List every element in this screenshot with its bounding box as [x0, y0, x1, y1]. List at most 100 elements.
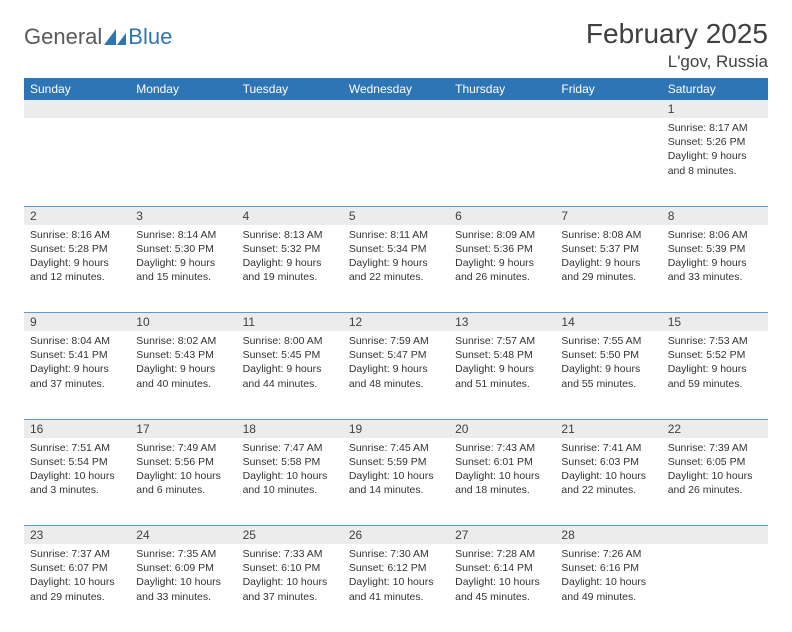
- sunset-text: Sunset: 5:47 PM: [349, 348, 443, 362]
- day-number: 23: [24, 526, 130, 545]
- day-number: 11: [237, 313, 343, 332]
- sunrise-text: Sunrise: 7:43 AM: [455, 441, 549, 455]
- daylight1-text: Daylight: 9 hours: [30, 256, 124, 270]
- daylight1-text: Daylight: 9 hours: [668, 362, 762, 376]
- sunrise-text: Sunrise: 8:09 AM: [455, 228, 549, 242]
- day-cell: Sunrise: 7:30 AMSunset: 6:12 PMDaylight:…: [343, 544, 449, 632]
- day-number: 4: [237, 206, 343, 225]
- day-cell: Sunrise: 7:33 AMSunset: 6:10 PMDaylight:…: [237, 544, 343, 632]
- day-number: 25: [237, 526, 343, 545]
- day-cell: [662, 544, 768, 632]
- sunset-text: Sunset: 6:09 PM: [136, 561, 230, 575]
- sunrise-text: Sunrise: 7:47 AM: [243, 441, 337, 455]
- daylight1-text: Daylight: 10 hours: [30, 575, 124, 589]
- day-number: [662, 526, 768, 545]
- sunset-text: Sunset: 6:12 PM: [349, 561, 443, 575]
- sunset-text: Sunset: 6:10 PM: [243, 561, 337, 575]
- day-cell: [449, 118, 555, 206]
- sunrise-text: Sunrise: 7:39 AM: [668, 441, 762, 455]
- daylight2-text: and 51 minutes.: [455, 377, 549, 391]
- sunrise-text: Sunrise: 8:13 AM: [243, 228, 337, 242]
- daylight2-text: and 22 minutes.: [561, 483, 655, 497]
- daylight2-text: and 48 minutes.: [349, 377, 443, 391]
- daylight1-text: Daylight: 10 hours: [349, 469, 443, 483]
- sunset-text: Sunset: 5:34 PM: [349, 242, 443, 256]
- day-content-row: Sunrise: 7:37 AMSunset: 6:07 PMDaylight:…: [24, 544, 768, 632]
- daylight2-text: and 41 minutes.: [349, 590, 443, 604]
- day-number: 9: [24, 313, 130, 332]
- day-number: 2: [24, 206, 130, 225]
- day-cell: Sunrise: 8:02 AMSunset: 5:43 PMDaylight:…: [130, 331, 236, 419]
- sunset-text: Sunset: 5:37 PM: [561, 242, 655, 256]
- weekday-header: Friday: [555, 78, 661, 100]
- sunrise-text: Sunrise: 8:14 AM: [136, 228, 230, 242]
- day-number: 1: [662, 100, 768, 118]
- sunset-text: Sunset: 6:16 PM: [561, 561, 655, 575]
- daylight2-text: and 18 minutes.: [455, 483, 549, 497]
- sunset-text: Sunset: 5:56 PM: [136, 455, 230, 469]
- day-cell: Sunrise: 8:00 AMSunset: 5:45 PMDaylight:…: [237, 331, 343, 419]
- day-content-row: Sunrise: 8:17 AMSunset: 5:26 PMDaylight:…: [24, 118, 768, 206]
- sunset-text: Sunset: 6:03 PM: [561, 455, 655, 469]
- daylight2-text: and 19 minutes.: [243, 270, 337, 284]
- day-number: 15: [662, 313, 768, 332]
- daylight2-text: and 8 minutes.: [668, 164, 762, 178]
- sunrise-text: Sunrise: 7:37 AM: [30, 547, 124, 561]
- daylight1-text: Daylight: 10 hours: [561, 469, 655, 483]
- header: General Blue February 2025 L'gov, Russia: [24, 18, 768, 72]
- day-cell: Sunrise: 7:55 AMSunset: 5:50 PMDaylight:…: [555, 331, 661, 419]
- sunset-text: Sunset: 5:41 PM: [30, 348, 124, 362]
- daylight1-text: Daylight: 10 hours: [136, 469, 230, 483]
- weekday-header: Tuesday: [237, 78, 343, 100]
- day-number: [449, 100, 555, 118]
- day-cell: Sunrise: 7:28 AMSunset: 6:14 PMDaylight:…: [449, 544, 555, 632]
- sunrise-text: Sunrise: 8:11 AM: [349, 228, 443, 242]
- weekday-header: Saturday: [662, 78, 768, 100]
- daylight2-text: and 29 minutes.: [561, 270, 655, 284]
- day-number: 12: [343, 313, 449, 332]
- daylight1-text: Daylight: 9 hours: [136, 362, 230, 376]
- daylight1-text: Daylight: 10 hours: [243, 469, 337, 483]
- sunrise-text: Sunrise: 7:51 AM: [30, 441, 124, 455]
- day-cell: Sunrise: 8:17 AMSunset: 5:26 PMDaylight:…: [662, 118, 768, 206]
- sunrise-text: Sunrise: 7:45 AM: [349, 441, 443, 455]
- sunrise-text: Sunrise: 7:26 AM: [561, 547, 655, 561]
- weekday-header: Monday: [130, 78, 236, 100]
- daylight2-text: and 26 minutes.: [455, 270, 549, 284]
- day-content-row: Sunrise: 8:04 AMSunset: 5:41 PMDaylight:…: [24, 331, 768, 419]
- daylight1-text: Daylight: 10 hours: [455, 469, 549, 483]
- daylight2-text: and 3 minutes.: [30, 483, 124, 497]
- sunrise-text: Sunrise: 7:33 AM: [243, 547, 337, 561]
- daylight2-text: and 55 minutes.: [561, 377, 655, 391]
- sunset-text: Sunset: 5:59 PM: [349, 455, 443, 469]
- day-cell: Sunrise: 7:37 AMSunset: 6:07 PMDaylight:…: [24, 544, 130, 632]
- location: L'gov, Russia: [586, 52, 768, 72]
- sunrise-text: Sunrise: 7:57 AM: [455, 334, 549, 348]
- sunset-text: Sunset: 5:39 PM: [668, 242, 762, 256]
- day-cell: Sunrise: 8:06 AMSunset: 5:39 PMDaylight:…: [662, 225, 768, 313]
- day-cell: [555, 118, 661, 206]
- day-number-row: 9101112131415: [24, 313, 768, 332]
- day-number: [130, 100, 236, 118]
- logo: General Blue: [24, 24, 172, 50]
- logo-sail-icon: [104, 29, 126, 45]
- day-number: 10: [130, 313, 236, 332]
- daylight2-text: and 10 minutes.: [243, 483, 337, 497]
- day-cell: [237, 118, 343, 206]
- title-block: February 2025 L'gov, Russia: [586, 18, 768, 72]
- day-cell: Sunrise: 7:59 AMSunset: 5:47 PMDaylight:…: [343, 331, 449, 419]
- day-number: 17: [130, 419, 236, 438]
- day-cell: Sunrise: 7:49 AMSunset: 5:56 PMDaylight:…: [130, 438, 236, 526]
- daylight2-text: and 59 minutes.: [668, 377, 762, 391]
- daylight1-text: Daylight: 9 hours: [668, 256, 762, 270]
- sunrise-text: Sunrise: 8:02 AM: [136, 334, 230, 348]
- daylight1-text: Daylight: 9 hours: [30, 362, 124, 376]
- sunset-text: Sunset: 6:14 PM: [455, 561, 549, 575]
- day-cell: Sunrise: 8:13 AMSunset: 5:32 PMDaylight:…: [237, 225, 343, 313]
- daylight2-text: and 12 minutes.: [30, 270, 124, 284]
- sunset-text: Sunset: 5:50 PM: [561, 348, 655, 362]
- daylight1-text: Daylight: 9 hours: [561, 362, 655, 376]
- daylight2-text: and 15 minutes.: [136, 270, 230, 284]
- day-cell: [130, 118, 236, 206]
- day-number: 24: [130, 526, 236, 545]
